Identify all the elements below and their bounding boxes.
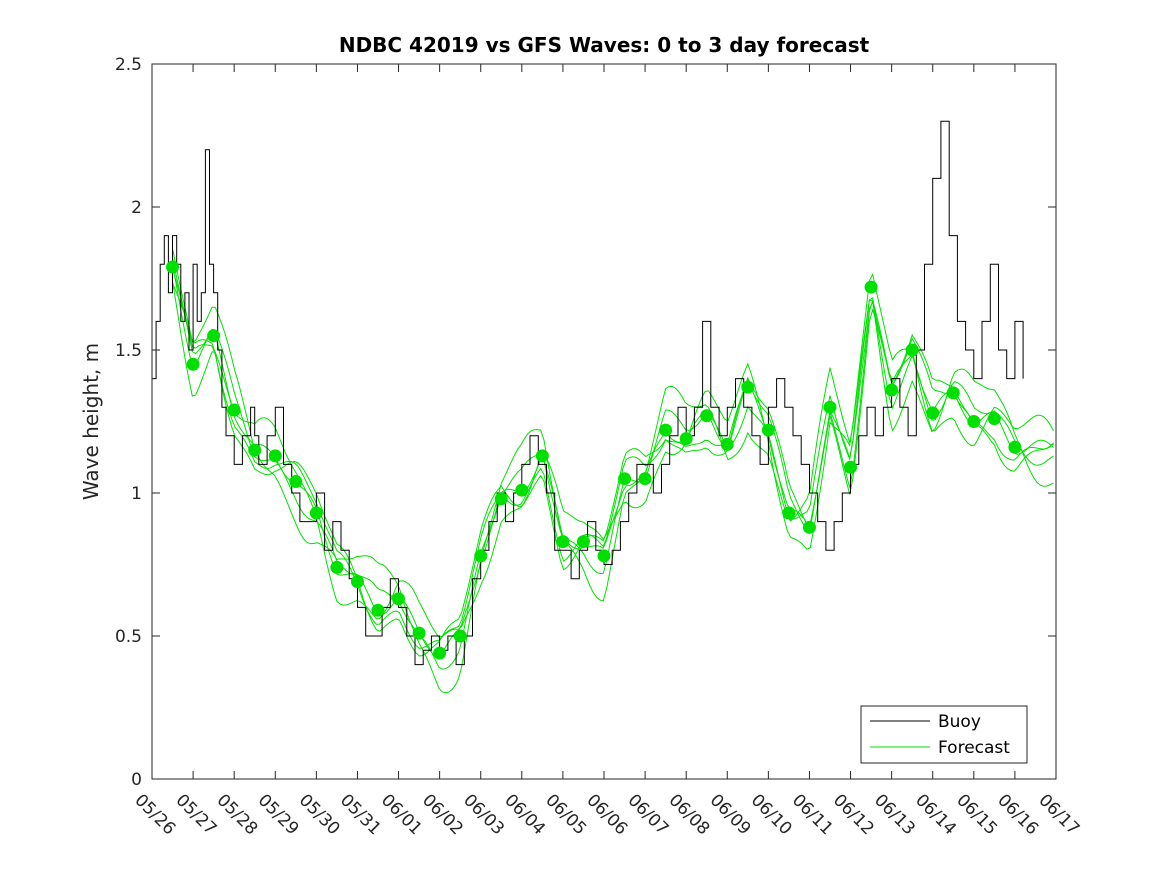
forecast-point [576, 535, 590, 549]
forecast-point [987, 412, 1001, 426]
forecast-point [802, 520, 816, 534]
forecast-point [556, 535, 570, 549]
forecast-line [172, 283, 1054, 694]
y-axis: 0 0.5 1 1.5 2 2.5 [115, 55, 1056, 790]
forecast-point [268, 449, 282, 463]
chart-title: NDBC 42019 vs GFS Waves: 0 to 3 day fore… [339, 33, 870, 57]
forecast-line [172, 268, 1054, 670]
forecast-point [515, 483, 529, 497]
y-tick-label: 2.5 [115, 55, 142, 75]
forecast-point [638, 472, 652, 486]
buoy-line [152, 120, 1024, 666]
y-tick-label: 1.5 [115, 341, 142, 361]
forecast-point [289, 475, 303, 489]
forecast-point [844, 460, 858, 474]
forecast-point [535, 449, 549, 463]
forecast-point [392, 592, 406, 606]
forecast-point [494, 492, 508, 506]
forecast-point [166, 260, 180, 274]
forecast-point [741, 380, 755, 394]
forecast-point [186, 357, 200, 371]
forecast-point [946, 386, 960, 400]
y-tick-label: 1 [131, 484, 142, 504]
forecast-point [926, 406, 940, 420]
forecast-point [412, 626, 426, 640]
buoy-series-group [152, 120, 1024, 666]
forecast-point [597, 549, 611, 563]
forecast-point [700, 409, 714, 423]
forecast-point [433, 646, 447, 660]
forecast-point [227, 403, 241, 417]
forecast-point [618, 472, 632, 486]
forecast-point [453, 629, 467, 643]
forecast-point [1008, 440, 1022, 454]
forecast-point [823, 400, 837, 414]
y-tick-label: 0.5 [115, 627, 142, 647]
y-tick-label: 0 [131, 770, 142, 790]
forecast-point [330, 560, 344, 574]
legend-box [860, 705, 1028, 764]
legend-label-forecast: Forecast [938, 738, 1010, 758]
forecast-point [474, 549, 488, 563]
forecast-point [967, 415, 981, 428]
forecast-point [659, 423, 673, 437]
forecast-point [350, 575, 364, 589]
forecast-point [720, 437, 734, 451]
forecast-point [679, 432, 693, 446]
legend-label-buoy: Buoy [938, 712, 981, 732]
legend: Buoy Forecast [860, 705, 1028, 764]
y-tick-label: 2 [131, 198, 142, 218]
forecast-point [309, 506, 323, 520]
forecast-markers-group [166, 260, 1022, 660]
forecast-point [864, 280, 878, 294]
forecast-point [371, 603, 385, 617]
forecast-point [248, 443, 262, 457]
forecast-point [905, 343, 919, 357]
forecast-point [782, 506, 796, 520]
forecast-point [761, 423, 775, 437]
forecast-point [207, 329, 221, 343]
y-axis-label: Wave height, m [79, 343, 103, 500]
forecast-point [885, 383, 899, 397]
